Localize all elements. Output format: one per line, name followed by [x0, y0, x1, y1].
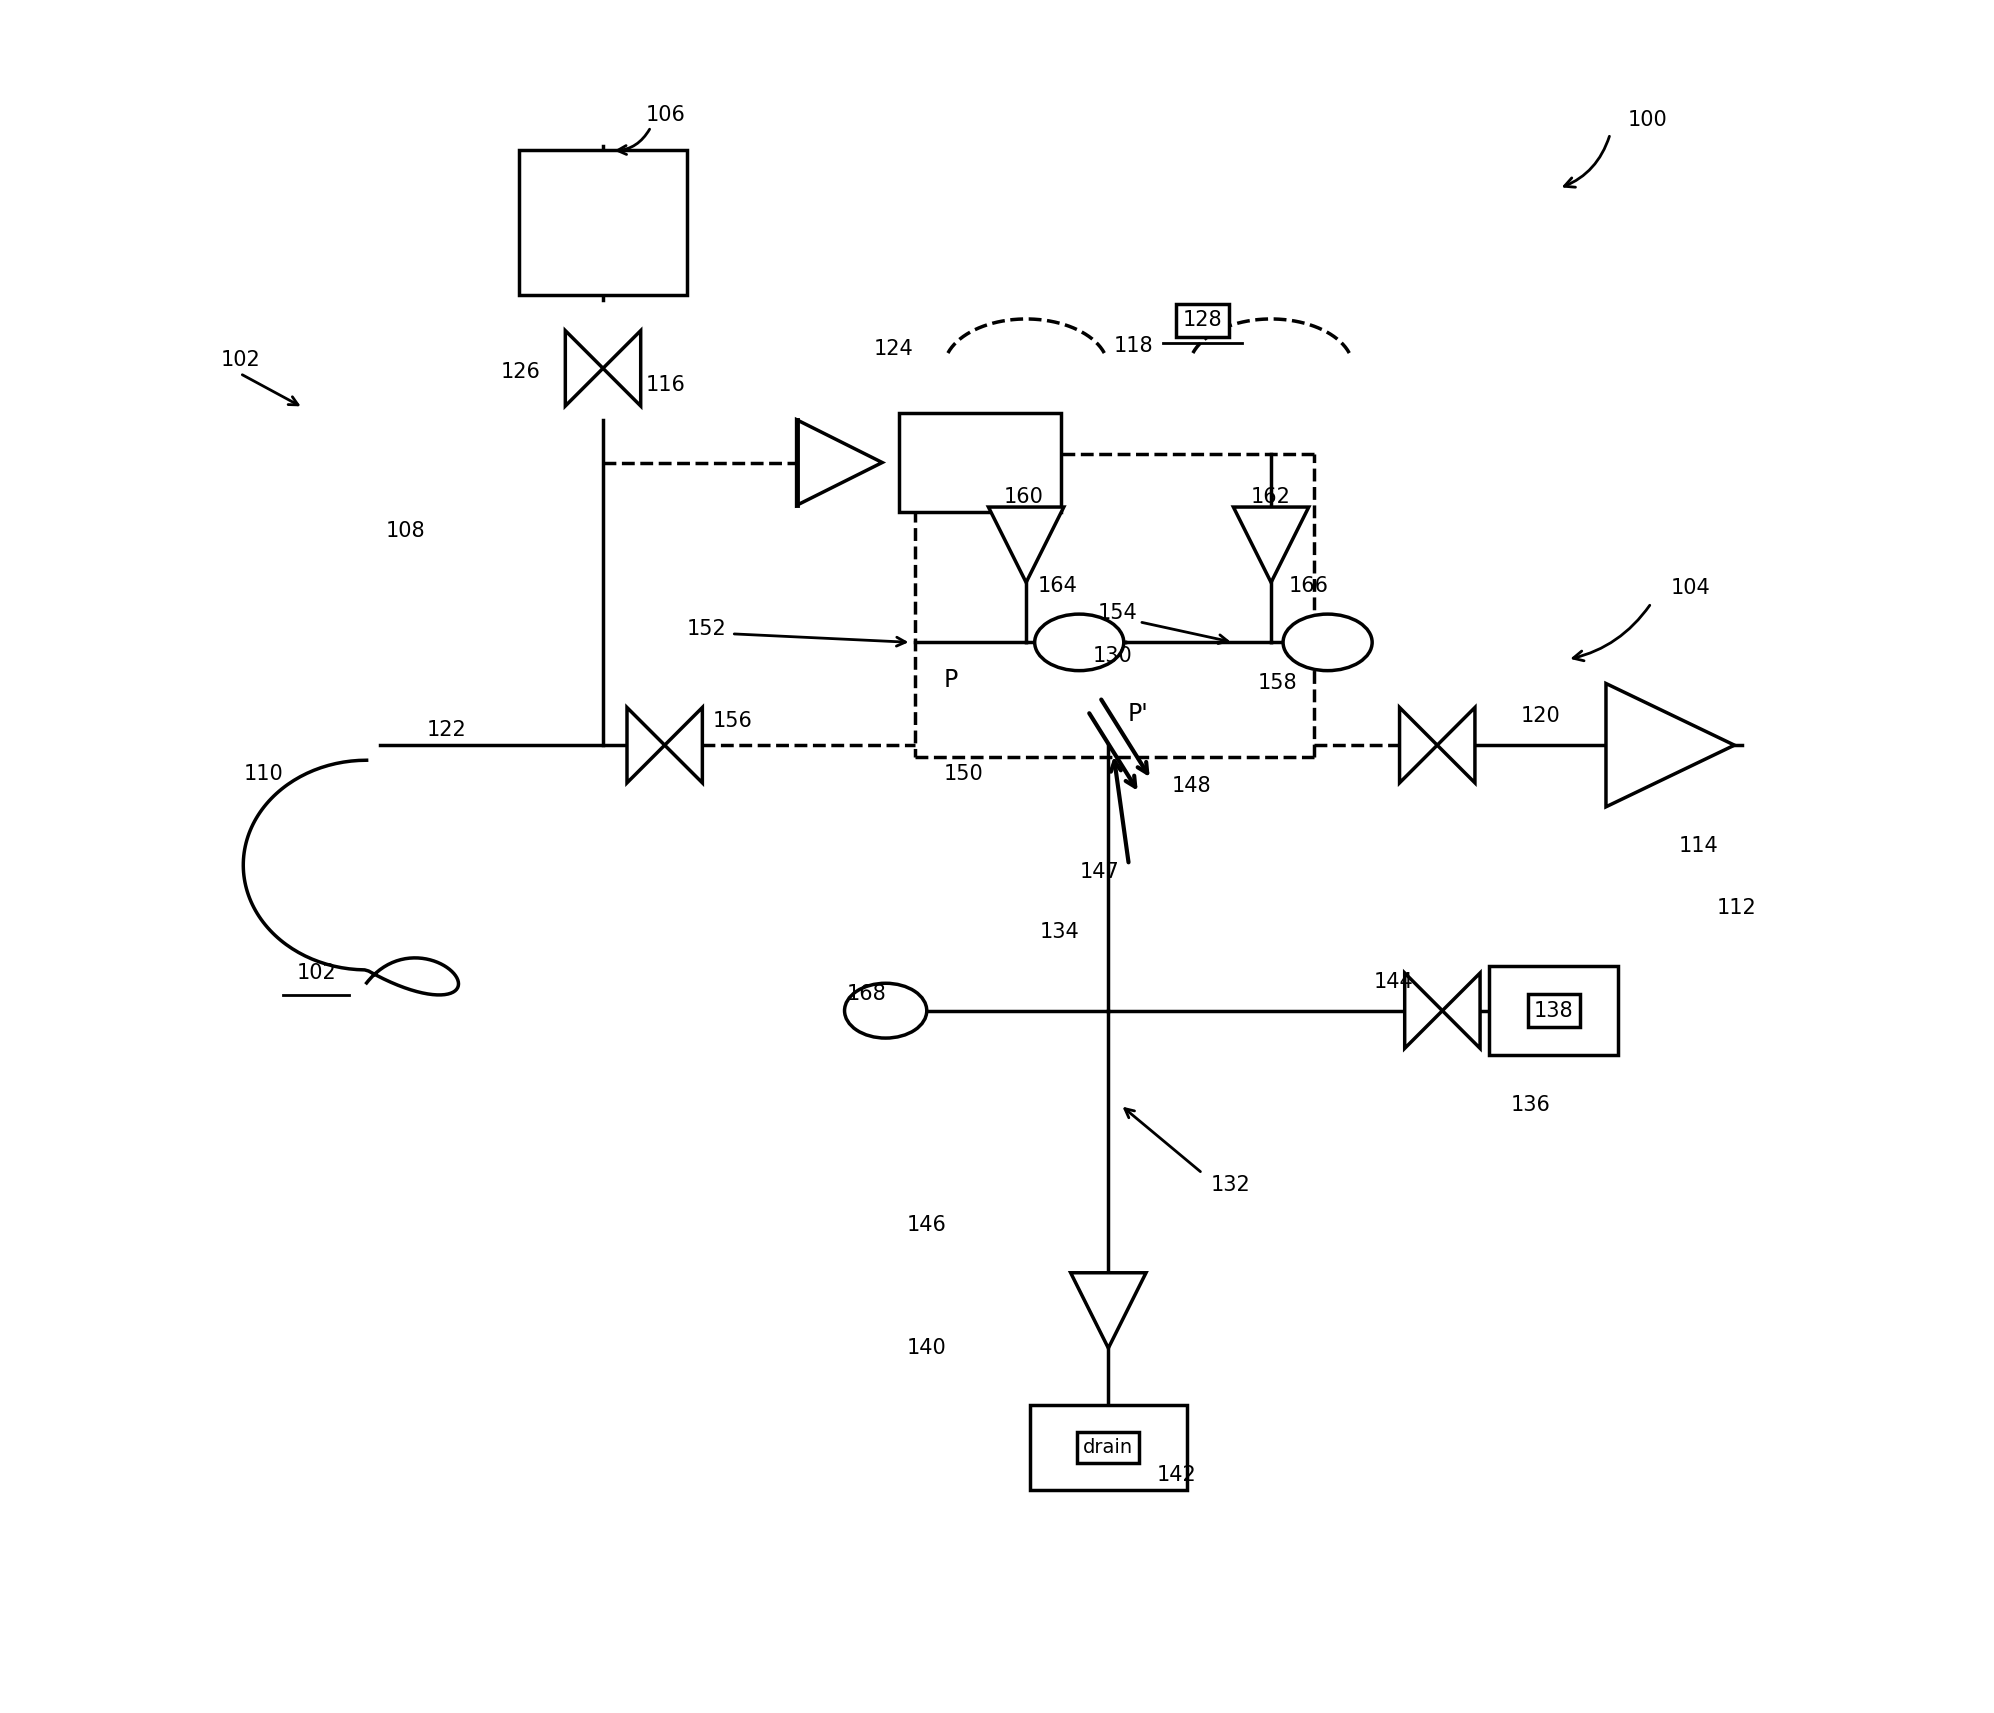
Text: drain: drain: [1083, 1437, 1133, 1458]
Text: 160: 160: [1003, 486, 1043, 507]
Text: 150: 150: [943, 764, 983, 785]
Text: 148: 148: [1172, 776, 1210, 797]
Text: P: P: [943, 668, 959, 692]
Text: 136: 136: [1511, 1095, 1551, 1115]
Text: 114: 114: [1679, 836, 1719, 856]
Bar: [1490, 966, 1617, 1055]
Text: 134: 134: [1039, 922, 1079, 942]
Text: 100: 100: [1627, 110, 1667, 130]
Text: 112: 112: [1717, 898, 1757, 918]
Polygon shape: [664, 707, 702, 783]
Ellipse shape: [1035, 615, 1125, 671]
Text: 154: 154: [1099, 603, 1137, 624]
Text: 122: 122: [427, 719, 467, 740]
Bar: [899, 413, 1061, 512]
Text: 124: 124: [873, 339, 913, 360]
Polygon shape: [1400, 707, 1438, 783]
Text: 102: 102: [297, 963, 337, 983]
Text: 156: 156: [712, 711, 752, 731]
Polygon shape: [1442, 973, 1480, 1048]
Text: 152: 152: [686, 618, 726, 639]
Polygon shape: [1605, 683, 1735, 807]
Text: 140: 140: [905, 1338, 945, 1358]
Text: 116: 116: [646, 375, 686, 396]
Polygon shape: [626, 707, 664, 783]
Text: 126: 126: [500, 361, 540, 382]
Polygon shape: [1071, 1273, 1147, 1348]
Text: 164: 164: [1039, 576, 1079, 596]
Text: 166: 166: [1288, 576, 1328, 596]
Text: 104: 104: [1671, 577, 1711, 598]
Text: 102: 102: [221, 349, 261, 370]
Text: 158: 158: [1258, 673, 1296, 694]
Polygon shape: [1234, 507, 1308, 582]
Text: 162: 162: [1250, 486, 1290, 507]
Polygon shape: [602, 331, 640, 406]
Text: 168: 168: [845, 983, 885, 1004]
Text: 118: 118: [1113, 336, 1153, 356]
Text: P': P': [1127, 702, 1149, 726]
Text: 130: 130: [1093, 646, 1133, 666]
Text: 108: 108: [385, 521, 425, 541]
Polygon shape: [1438, 707, 1476, 783]
Text: 110: 110: [243, 764, 283, 785]
Text: 146: 146: [905, 1215, 945, 1235]
Text: 106: 106: [646, 104, 686, 125]
Text: 144: 144: [1374, 971, 1414, 992]
Polygon shape: [566, 331, 602, 406]
Text: 128: 128: [1182, 310, 1222, 331]
Text: 120: 120: [1521, 706, 1561, 726]
Ellipse shape: [845, 983, 927, 1038]
Polygon shape: [1404, 973, 1442, 1048]
Text: 138: 138: [1533, 1000, 1573, 1021]
Ellipse shape: [1282, 615, 1372, 671]
Text: 147: 147: [1079, 862, 1119, 882]
Polygon shape: [989, 507, 1065, 582]
Text: 132: 132: [1210, 1175, 1250, 1196]
Bar: [1029, 1405, 1186, 1490]
Text: 142: 142: [1157, 1465, 1196, 1485]
Bar: [518, 151, 688, 295]
Polygon shape: [796, 420, 881, 505]
